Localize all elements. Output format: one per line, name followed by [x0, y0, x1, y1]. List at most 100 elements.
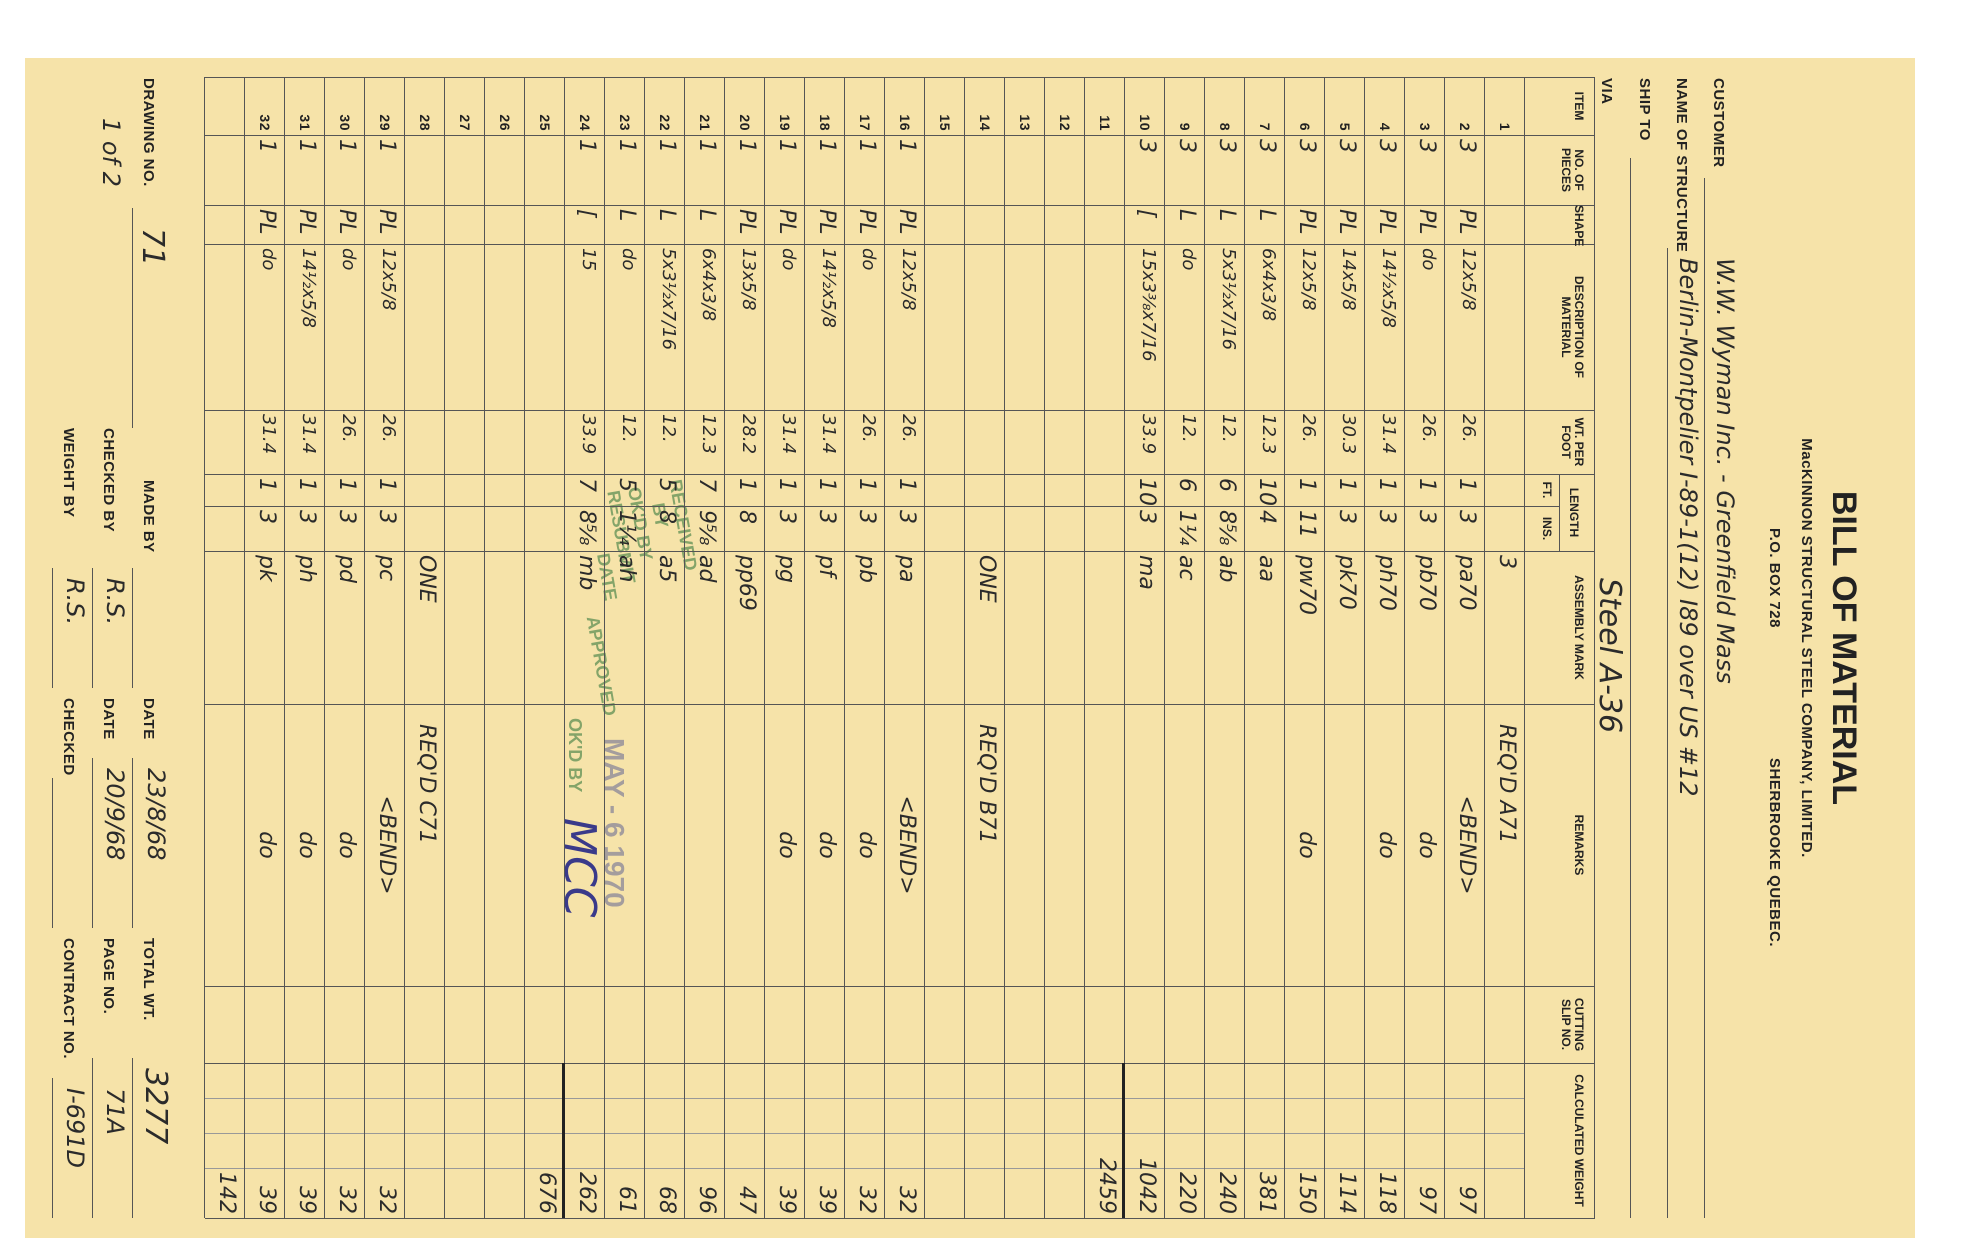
date2: 20/9/68	[101, 768, 129, 861]
cell-length-ins: 3	[1334, 510, 1359, 524]
cell-pieces: 1	[654, 139, 679, 153]
contract-no-label: CONTRACT NO.	[60, 938, 77, 1059]
cell-item: 14	[977, 114, 993, 131]
header-pieces: NO. OF PIECES	[1559, 147, 1586, 192]
row-line	[564, 77, 565, 1218]
cell-length-ft: 7	[574, 478, 599, 492]
made-by-label: MADE BY	[140, 480, 157, 553]
cell-remarks: REQ'D C71	[414, 724, 439, 844]
cell-description: 12x5/8	[378, 248, 399, 311]
po-box: P.O. BOX 728	[1766, 528, 1783, 628]
checked-label: CHECKED	[60, 698, 77, 776]
row-line	[964, 77, 965, 1218]
cell-calculated-weight: 32	[374, 1186, 399, 1214]
cell-shape: PL	[774, 209, 799, 235]
cell-shape: PL	[854, 209, 879, 235]
column-line	[205, 551, 1595, 552]
row-line	[1204, 77, 1205, 1218]
cell-assembly-mark: ab	[1214, 555, 1239, 583]
cell-calculated-weight: 39	[774, 1186, 799, 1214]
row-line	[1044, 77, 1045, 1218]
cell-description: 15x3⅜x7/16	[1138, 248, 1159, 362]
cell-description: do	[258, 248, 279, 271]
cell-pieces: 3	[1174, 139, 1199, 153]
cell-length-ins: 9⅝	[694, 510, 719, 546]
subtotal-line	[1122, 1063, 1125, 1218]
cell-shape: L	[614, 209, 639, 222]
row-line	[1364, 77, 1365, 1218]
cell-length-ins: 3	[334, 510, 359, 524]
cell-length-ins: 3	[774, 510, 799, 524]
cell-length-ins: 11	[1294, 510, 1319, 538]
cell-item: 10	[1137, 114, 1153, 131]
cell-length-ft: 1	[1414, 478, 1439, 492]
cell-calculated-weight: 381	[1254, 1172, 1279, 1214]
cell-calculated-weight: 61	[614, 1186, 639, 1214]
customer-label: CUSTOMER	[1710, 78, 1727, 168]
cell-item: 6	[1297, 122, 1313, 131]
cell-remarks: do	[254, 831, 279, 859]
row-line	[804, 77, 805, 1218]
cell-pieces: 3	[1454, 139, 1479, 153]
cell-shape: L	[1254, 209, 1279, 222]
cell-shape: [	[574, 209, 599, 218]
header-item: ITEM	[1572, 91, 1586, 121]
cell-assembly-mark: ONE	[974, 555, 999, 603]
cell-description: 14x5/8	[1338, 248, 1359, 311]
cell-wt-per-foot: 31.4	[818, 414, 839, 455]
column-line	[205, 506, 1560, 507]
cell-wt-per-foot: 12.	[658, 414, 679, 443]
cell-pieces: 1	[374, 139, 399, 153]
drawing-no: 71	[135, 228, 170, 267]
cell-length-ft: 1	[294, 478, 319, 492]
cell-length-ins: 3	[814, 510, 839, 524]
cell-length-ins: 3	[374, 510, 399, 524]
cell-description: do	[618, 248, 639, 271]
table-bottom	[204, 77, 205, 1218]
column-line	[205, 135, 1595, 136]
cell-calculated-weight: 68	[654, 1186, 679, 1214]
cell-calculated-weight: 142	[214, 1172, 239, 1214]
cell-wt-per-foot: 12.3	[698, 414, 719, 455]
cell-shape: L	[694, 209, 719, 222]
header-remarks: REMARKS	[1572, 814, 1586, 876]
cell-shape: PL	[734, 209, 759, 235]
cell-calculated-weight: 97	[1414, 1186, 1439, 1214]
cell-remarks: do	[1414, 831, 1439, 859]
cell-length-ft: 1	[814, 478, 839, 492]
cell-wt-per-foot: 12.	[1218, 414, 1239, 443]
via-label: VIA	[1598, 78, 1615, 105]
cell-wt-per-foot: 26.	[1458, 414, 1479, 443]
cell-assembly-mark: aa	[1254, 555, 1279, 582]
page-no-label: PAGE NO.	[100, 938, 117, 1015]
cell-assembly-mark: pk70	[1334, 555, 1359, 610]
header-wt-per-foot: WT. PER FOOT	[1559, 417, 1586, 467]
total-wt-label: TOTAL WT.	[140, 938, 157, 1021]
cell-description: 15	[578, 248, 599, 271]
ship-to-label: SHIP TO	[1636, 78, 1653, 141]
cell-length-ins: 3	[1374, 510, 1399, 524]
cell-pieces: 3	[1254, 139, 1279, 153]
row-line	[1004, 77, 1005, 1218]
cell-assembly-mark: pw70	[1294, 555, 1319, 615]
cell-item: 2	[1457, 122, 1473, 131]
structure-label: NAME OF STRUCTURE	[1673, 78, 1690, 253]
column-line	[205, 77, 1595, 78]
company: MacKINNON STRUCTURAL STEEL COMPANY, LIMI…	[1798, 438, 1815, 858]
cell-description: 14½x5/8	[818, 248, 839, 328]
cell-remarks: REQ'D B71	[974, 724, 999, 844]
cell-item: 27	[457, 114, 473, 131]
row-line	[924, 77, 925, 1218]
cell-length-ins: 8	[734, 510, 759, 524]
cell-pieces: 1	[254, 139, 279, 153]
header-description: DESCRIPTION OF MATERIAL	[1559, 275, 1586, 378]
cell-calculated-weight: 39	[294, 1186, 319, 1214]
row-line	[1444, 77, 1445, 1218]
row-line	[324, 77, 325, 1218]
cell-item: 24	[577, 114, 593, 131]
row-line	[884, 77, 885, 1218]
cell-length-ft: 1	[1334, 478, 1359, 492]
cell-assembly-mark: pp69	[734, 555, 759, 611]
cell-assembly-mark: pd	[334, 555, 359, 583]
cell-length-ft: 1	[1374, 478, 1399, 492]
